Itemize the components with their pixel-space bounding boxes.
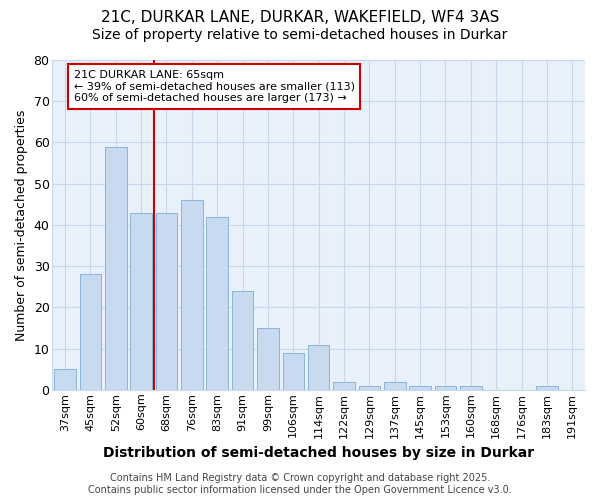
Bar [54,370,76,390]
Bar [435,386,456,390]
Bar [283,353,304,390]
Text: Size of property relative to semi-detached houses in Durkar: Size of property relative to semi-detach… [92,28,508,42]
Bar [232,291,253,390]
Bar [384,382,406,390]
Bar [257,328,279,390]
Bar [308,344,329,390]
Bar [359,386,380,390]
Bar [105,146,127,390]
Bar [409,386,431,390]
Bar [536,386,558,390]
Bar [155,212,177,390]
Bar [206,216,228,390]
Bar [130,212,152,390]
Text: 21C, DURKAR LANE, DURKAR, WAKEFIELD, WF4 3AS: 21C, DURKAR LANE, DURKAR, WAKEFIELD, WF4… [101,10,499,25]
Bar [181,200,203,390]
Y-axis label: Number of semi-detached properties: Number of semi-detached properties [15,110,28,340]
Bar [460,386,482,390]
X-axis label: Distribution of semi-detached houses by size in Durkar: Distribution of semi-detached houses by … [103,446,534,460]
Text: Contains HM Land Registry data © Crown copyright and database right 2025.
Contai: Contains HM Land Registry data © Crown c… [88,474,512,495]
Bar [333,382,355,390]
Text: 21C DURKAR LANE: 65sqm
← 39% of semi-detached houses are smaller (113)
60% of se: 21C DURKAR LANE: 65sqm ← 39% of semi-det… [74,70,355,103]
Bar [80,274,101,390]
